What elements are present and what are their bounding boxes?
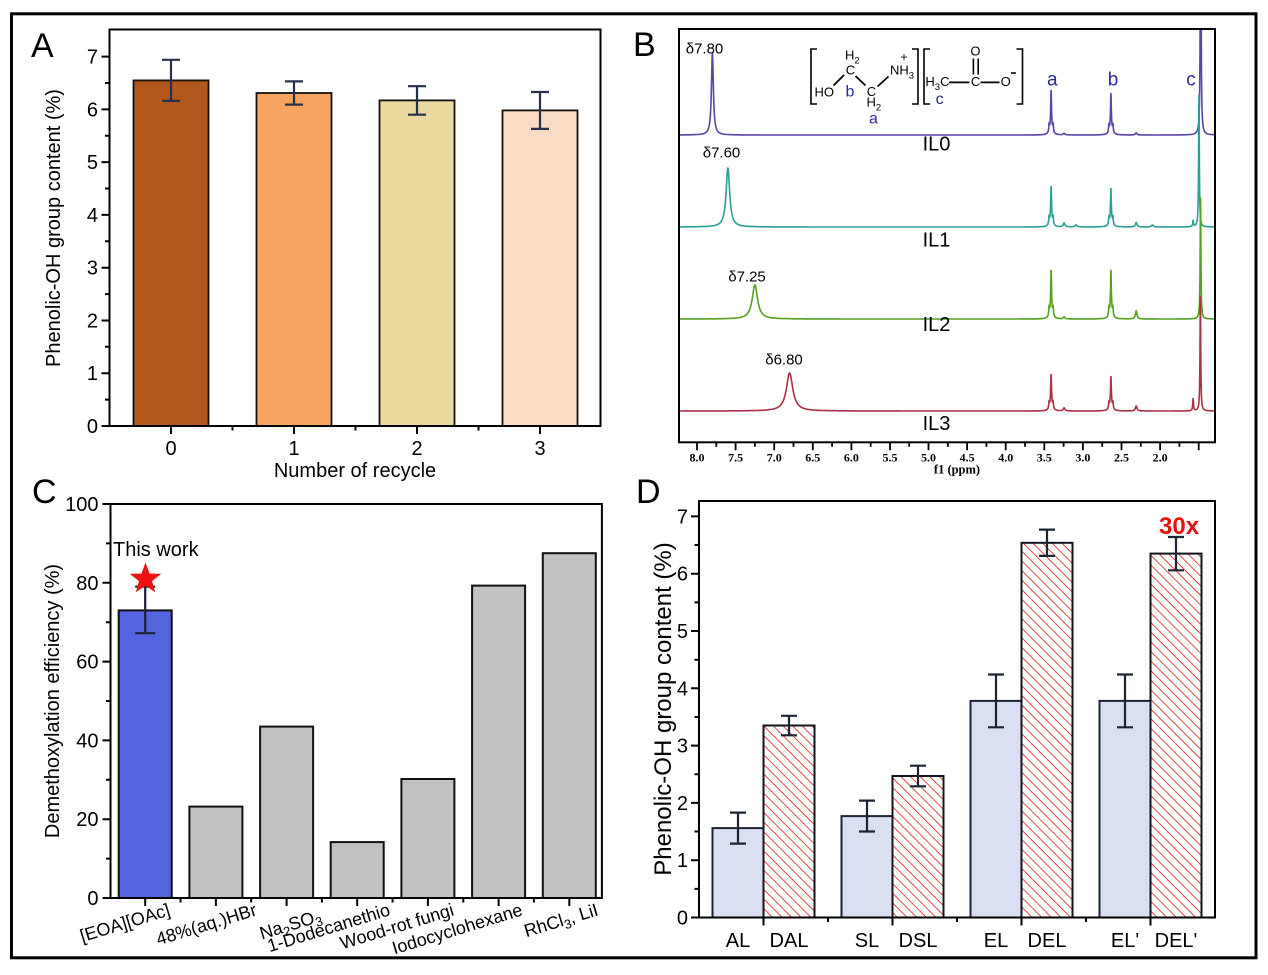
svg-text:6.0: 6.0 xyxy=(844,451,859,465)
svg-text:3: 3 xyxy=(534,438,545,460)
svg-text:7.5: 7.5 xyxy=(728,451,743,465)
svg-text:C: C xyxy=(846,63,855,78)
svg-text:2.5: 2.5 xyxy=(1114,451,1129,465)
svg-text:a: a xyxy=(869,110,878,127)
svg-text:30x: 30x xyxy=(1159,513,1200,540)
svg-text:δ7.25: δ7.25 xyxy=(728,269,766,286)
svg-text:This work: This work xyxy=(113,539,200,561)
svg-text:1: 1 xyxy=(87,363,98,385)
svg-text:C: C xyxy=(32,473,57,511)
svg-text:8.0: 8.0 xyxy=(690,451,705,465)
svg-text:2: 2 xyxy=(87,311,98,333)
svg-text:6: 6 xyxy=(87,99,98,121)
svg-text:2.0: 2.0 xyxy=(1153,451,1168,465)
svg-text:C: C xyxy=(971,74,980,89)
svg-text:O: O xyxy=(1001,74,1011,89)
svg-text:C: C xyxy=(867,84,876,99)
svg-text:3: 3 xyxy=(677,736,688,758)
svg-text:EL: EL xyxy=(984,930,1008,952)
svg-text:5.5: 5.5 xyxy=(883,451,898,465)
svg-text:B: B xyxy=(633,26,656,64)
svg-text:3.0: 3.0 xyxy=(1075,451,1090,465)
svg-text:δ6.80: δ6.80 xyxy=(765,352,803,369)
svg-text:A: A xyxy=(31,27,54,65)
svg-text:20: 20 xyxy=(76,809,98,831)
svg-text:3.5: 3.5 xyxy=(1037,451,1052,465)
svg-text:HO: HO xyxy=(815,85,835,100)
svg-text:0: 0 xyxy=(87,888,98,910)
svg-text:DAL: DAL xyxy=(770,930,809,952)
svg-text:40: 40 xyxy=(76,730,98,752)
svg-text:0: 0 xyxy=(165,438,176,460)
svg-text:a: a xyxy=(1047,70,1058,91)
svg-text:5: 5 xyxy=(87,152,98,174)
svg-text:60: 60 xyxy=(76,652,98,674)
svg-text:7: 7 xyxy=(677,506,688,528)
svg-text:+: + xyxy=(900,50,907,64)
svg-text:δ7.80: δ7.80 xyxy=(686,41,724,58)
svg-text:4: 4 xyxy=(677,678,688,700)
svg-text:Demethoxylation efficiency (%): Demethoxylation efficiency (%) xyxy=(42,564,64,838)
svg-text:IL2: IL2 xyxy=(923,314,951,336)
svg-text:Phenolic-OH group content (%): Phenolic-OH group content (%) xyxy=(43,89,65,367)
svg-text:100: 100 xyxy=(65,494,98,516)
svg-text:Number of recycle: Number of recycle xyxy=(274,460,436,482)
svg-text:NH3: NH3 xyxy=(890,63,914,82)
svg-text:c: c xyxy=(936,91,944,108)
svg-text:6: 6 xyxy=(677,564,688,586)
svg-text:δ7.60: δ7.60 xyxy=(703,145,741,162)
svg-text:3: 3 xyxy=(87,258,98,280)
svg-text:7.0: 7.0 xyxy=(767,451,782,465)
svg-text:1: 1 xyxy=(677,850,688,872)
svg-text:b: b xyxy=(846,83,855,100)
svg-text:f1 (ppm): f1 (ppm) xyxy=(934,463,980,477)
svg-text:IL3: IL3 xyxy=(923,413,951,435)
svg-text:2: 2 xyxy=(411,438,422,460)
svg-text:EL': EL' xyxy=(1111,930,1139,952)
svg-text:DSL: DSL xyxy=(899,930,938,952)
svg-text:2: 2 xyxy=(677,793,688,815)
svg-text:O: O xyxy=(970,43,980,58)
svg-text:4.0: 4.0 xyxy=(998,451,1013,465)
svg-text:Phenolic-OH group content (%): Phenolic-OH group content (%) xyxy=(650,542,677,876)
svg-text:1: 1 xyxy=(288,438,299,460)
svg-text:H3C: H3C xyxy=(925,74,949,93)
svg-text:D: D xyxy=(636,473,661,511)
svg-text:IL0: IL0 xyxy=(923,134,951,156)
svg-text:AL: AL xyxy=(726,930,750,952)
svg-text:0: 0 xyxy=(677,908,688,930)
svg-text:DEL': DEL' xyxy=(1155,930,1198,952)
svg-text:b: b xyxy=(1108,70,1119,91)
svg-text:SL: SL xyxy=(855,930,879,952)
svg-text:5.0: 5.0 xyxy=(921,451,936,465)
svg-text:DEL: DEL xyxy=(1028,930,1067,952)
svg-text:7: 7 xyxy=(87,47,98,69)
svg-text:5: 5 xyxy=(677,621,688,643)
svg-text:80: 80 xyxy=(76,573,98,595)
svg-text:4.5: 4.5 xyxy=(960,451,975,465)
svg-text:IL1: IL1 xyxy=(923,230,951,252)
svg-text:6.5: 6.5 xyxy=(805,451,820,465)
svg-text:c: c xyxy=(1186,70,1196,91)
svg-text:0: 0 xyxy=(87,416,98,438)
svg-text:4: 4 xyxy=(87,205,98,227)
